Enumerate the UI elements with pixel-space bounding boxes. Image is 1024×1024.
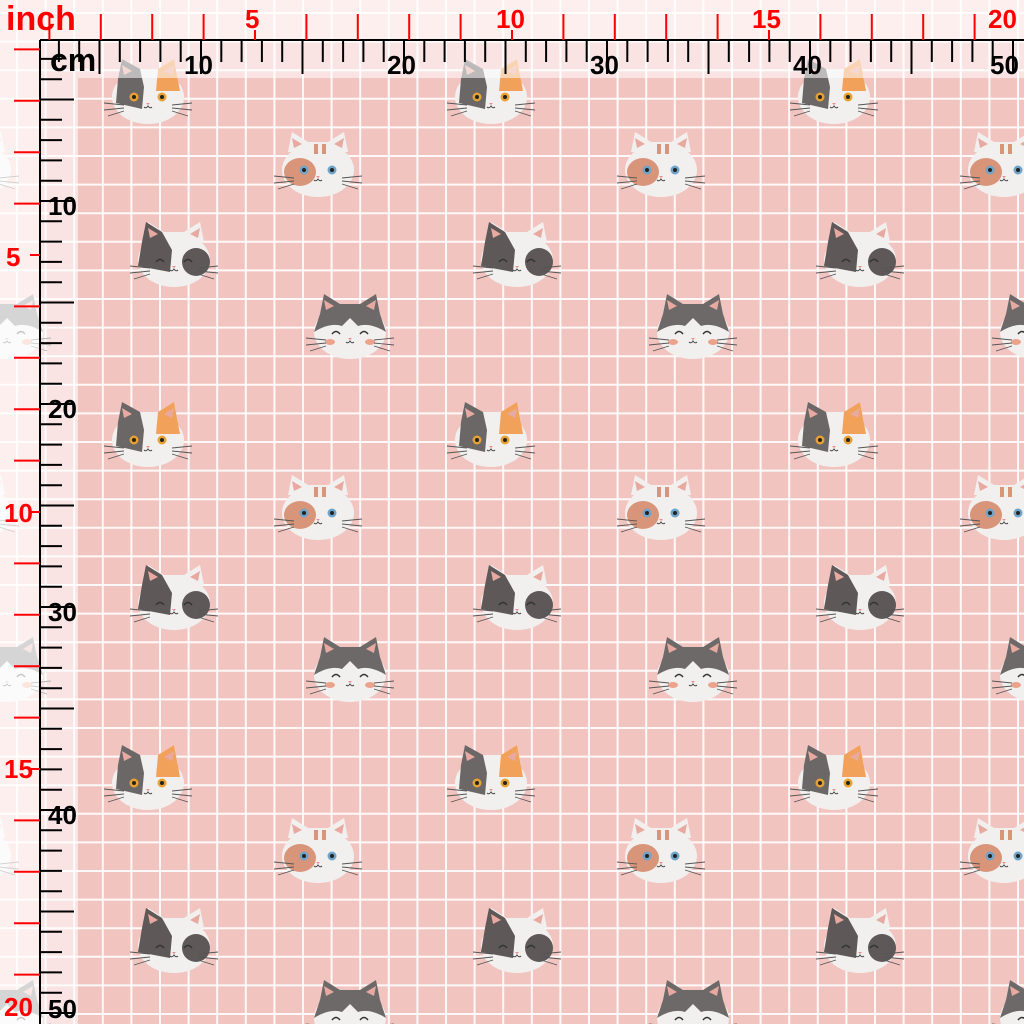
calico-cat-face-icon [446,745,536,810]
left-inch-label: 15 [4,754,33,784]
left-inch-label: 5 [6,242,21,272]
left-cm-label: 50 [48,994,77,1024]
blue-eyed-cat-face-icon [959,818,1024,883]
calico-cat-face-icon [446,402,536,467]
top-cm-label: 20 [387,50,416,80]
top-inch-label: 5 [245,4,260,34]
blue-eyed-cat-face-icon [273,475,363,540]
smiling-cat-face-icon [648,637,738,702]
blue-eyed-cat-face-icon [273,818,363,883]
calico-cat-face-icon [789,402,879,467]
calico-cat-face-icon [789,745,879,810]
cat-pattern [0,59,1024,1024]
smiling-cat-face-icon [306,980,394,1024]
blue-eyed-cat-face-icon [616,132,706,197]
blue-eyed-cat-face-icon [616,818,706,883]
dark-cat-face-icon [472,222,562,287]
smiling-cat-face-icon [305,637,395,702]
top-inch-label: 15 [752,4,781,34]
dark-cat-face-icon [129,908,219,973]
inch-unit-label: inch [6,0,76,38]
calico-cat-face-icon [103,402,193,467]
smiling-cat-face-icon [992,980,1024,1024]
dark-cat-face-icon [815,908,905,973]
cm-unit-label: cm [50,42,97,78]
smiling-cat-face-icon [991,637,1024,701]
dark-cat-face-icon [472,908,562,973]
blue-eyed-cat-face-icon [959,475,1024,540]
top-cm-label: 30 [590,50,619,80]
top-inch-label: 20 [988,4,1017,34]
smiling-cat-face-icon [648,294,738,359]
dark-cat-face-icon [815,565,905,630]
left-cm-label: 10 [48,191,77,221]
left-inch-label: 20 [4,992,33,1022]
smiling-cat-face-icon [649,980,737,1024]
left-cm-label: 40 [48,800,77,830]
left-cm-label: 30 [48,597,77,627]
top-cm-label: 40 [793,50,822,80]
dark-cat-face-icon [472,565,562,630]
calico-cat-face-icon [103,745,193,810]
blue-eyed-cat-face-icon [273,132,363,197]
left-cm-label: 20 [48,394,77,424]
smiling-cat-face-icon [991,294,1024,358]
blue-eyed-cat-face-icon [959,132,1024,197]
dark-cat-face-icon [129,565,219,630]
top-cm-label: 50 [990,50,1019,80]
top-inch-label: 10 [496,4,525,34]
blue-eyed-cat-face-icon [616,475,706,540]
dark-cat-face-icon [129,222,219,287]
top-cm-label: 10 [184,50,213,80]
smiling-cat-face-icon [305,294,395,359]
dark-cat-face-icon [815,222,905,287]
left-inch-label: 10 [4,498,33,528]
